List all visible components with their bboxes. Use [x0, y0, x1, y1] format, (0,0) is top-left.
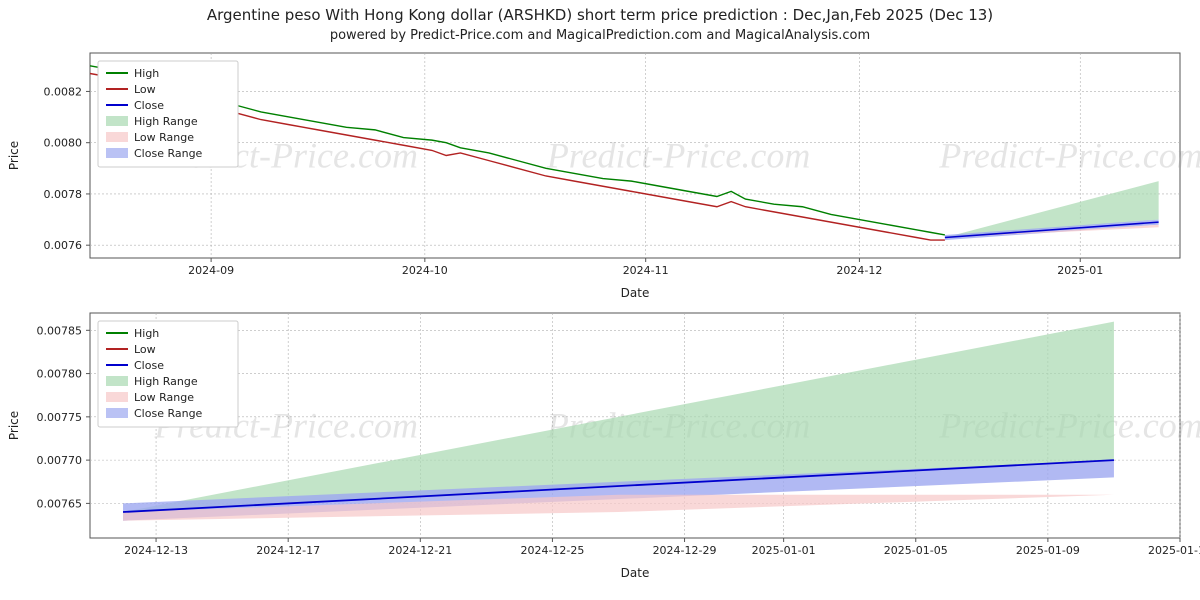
svg-text:0.0076: 0.0076: [44, 239, 83, 252]
svg-text:Price: Price: [7, 411, 21, 440]
svg-text:Close Range: Close Range: [134, 407, 203, 420]
svg-text:0.0080: 0.0080: [44, 137, 83, 150]
svg-text:2024-12-21: 2024-12-21: [388, 544, 452, 557]
svg-text:0.0082: 0.0082: [44, 85, 83, 98]
chart-container: Argentine peso With Hong Kong dollar (AR…: [0, 0, 1200, 600]
svg-text:Price: Price: [7, 141, 21, 170]
svg-text:0.0078: 0.0078: [44, 188, 83, 201]
svg-text:Close: Close: [134, 99, 164, 112]
svg-text:2025-01: 2025-01: [1057, 264, 1103, 277]
svg-text:2025-01-09: 2025-01-09: [1016, 544, 1080, 557]
svg-text:2024-12-13: 2024-12-13: [124, 544, 188, 557]
svg-text:2024-10: 2024-10: [402, 264, 448, 277]
svg-text:High: High: [134, 327, 159, 340]
svg-text:High Range: High Range: [134, 115, 198, 128]
svg-text:2025-01-13: 2025-01-13: [1148, 544, 1200, 557]
svg-text:0.00765: 0.00765: [37, 497, 83, 510]
svg-text:Predict-Price.com: Predict-Price.com: [546, 136, 811, 176]
svg-text:2025-01-01: 2025-01-01: [752, 544, 816, 557]
svg-text:Close Range: Close Range: [134, 147, 203, 160]
svg-text:2024-12: 2024-12: [836, 264, 882, 277]
svg-text:Low Range: Low Range: [134, 131, 194, 144]
svg-text:2024-12-25: 2024-12-25: [520, 544, 584, 557]
svg-text:2024-12-29: 2024-12-29: [653, 544, 717, 557]
bottom-chart: 0.00765 0.00770 0.00775 0.00780 0.00785 2024-…: [0, 303, 1200, 583]
svg-text:Close: Close: [134, 359, 164, 372]
svg-text:Low Range: Low Range: [134, 391, 194, 404]
chart-title: Argentine peso With Hong Kong dollar (AR…: [0, 0, 1200, 24]
svg-text:Low: Low: [134, 83, 156, 96]
svg-text:Low: Low: [134, 343, 156, 356]
top-chart: 0.0076 0.0078 0.0080 0.0082 2024-09 2024-10 20…: [0, 43, 1200, 303]
svg-text:Predict-Price.com: Predict-Price.com: [938, 136, 1200, 176]
svg-text:0.00785: 0.00785: [37, 324, 83, 337]
svg-text:High: High: [134, 67, 159, 80]
svg-text:0.00780: 0.00780: [37, 368, 83, 381]
chart-subtitle: powered by Predict-Price.com and Magical…: [0, 24, 1200, 43]
svg-text:2024-12-17: 2024-12-17: [256, 544, 320, 557]
svg-text:Date: Date: [621, 566, 650, 580]
svg-text:2025-01-05: 2025-01-05: [884, 544, 948, 557]
svg-text:High Range: High Range: [134, 375, 198, 388]
svg-text:2024-09: 2024-09: [188, 264, 234, 277]
svg-text:0.00775: 0.00775: [37, 411, 83, 424]
svg-text:2024-11: 2024-11: [623, 264, 669, 277]
svg-text:Date: Date: [621, 286, 650, 300]
svg-text:0.00770: 0.00770: [37, 454, 83, 467]
